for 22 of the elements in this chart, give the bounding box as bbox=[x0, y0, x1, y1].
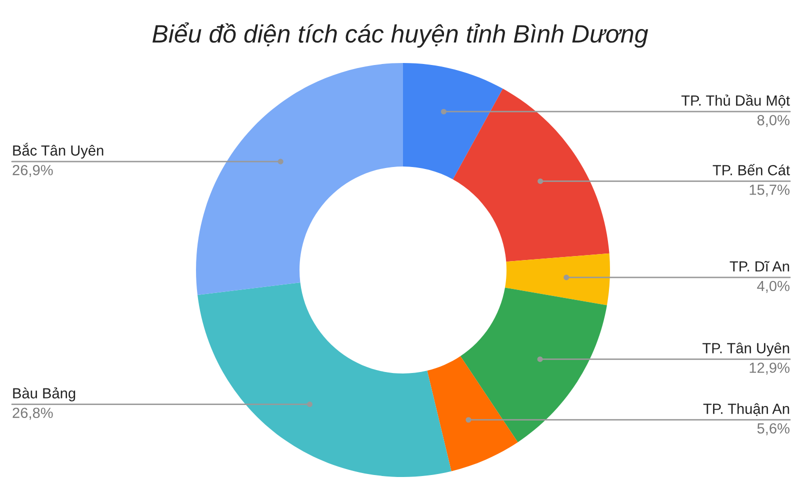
data-label: 8,0% bbox=[757, 115, 790, 128]
data-label: 4,0% bbox=[757, 280, 790, 293]
donut-slice bbox=[198, 282, 452, 477]
slice-label: TP. Thủ Dầu Một bbox=[681, 94, 790, 108]
slice-label: TP. Bến Cát bbox=[712, 164, 790, 176]
donut-slice bbox=[427, 356, 518, 472]
data-label: 26,8% bbox=[12, 408, 53, 420]
data-label: 12,9% bbox=[750, 362, 790, 375]
slice-label: TP. Dĩ An bbox=[730, 260, 790, 272]
data-label: 26,9% bbox=[12, 164, 53, 178]
donut-slice bbox=[403, 63, 503, 180]
slice-label: TP. Tân Uyên bbox=[702, 342, 790, 356]
slice-label: TP. Thuận An bbox=[703, 403, 790, 416]
donut-slice bbox=[504, 253, 610, 306]
donut-slice bbox=[452, 88, 610, 262]
data-label: 15,7% bbox=[750, 184, 790, 197]
slice-label: Bàu Bảng bbox=[13, 387, 76, 402]
donut-slice bbox=[196, 63, 403, 295]
donut-slice bbox=[460, 288, 607, 442]
slice-label: Bắc Tân Uyên bbox=[13, 142, 104, 159]
data-label: 5,6% bbox=[757, 423, 790, 436]
chart-title: Biểu đồ diện tích các huyện tỉnh Bình Dương bbox=[152, 22, 648, 48]
